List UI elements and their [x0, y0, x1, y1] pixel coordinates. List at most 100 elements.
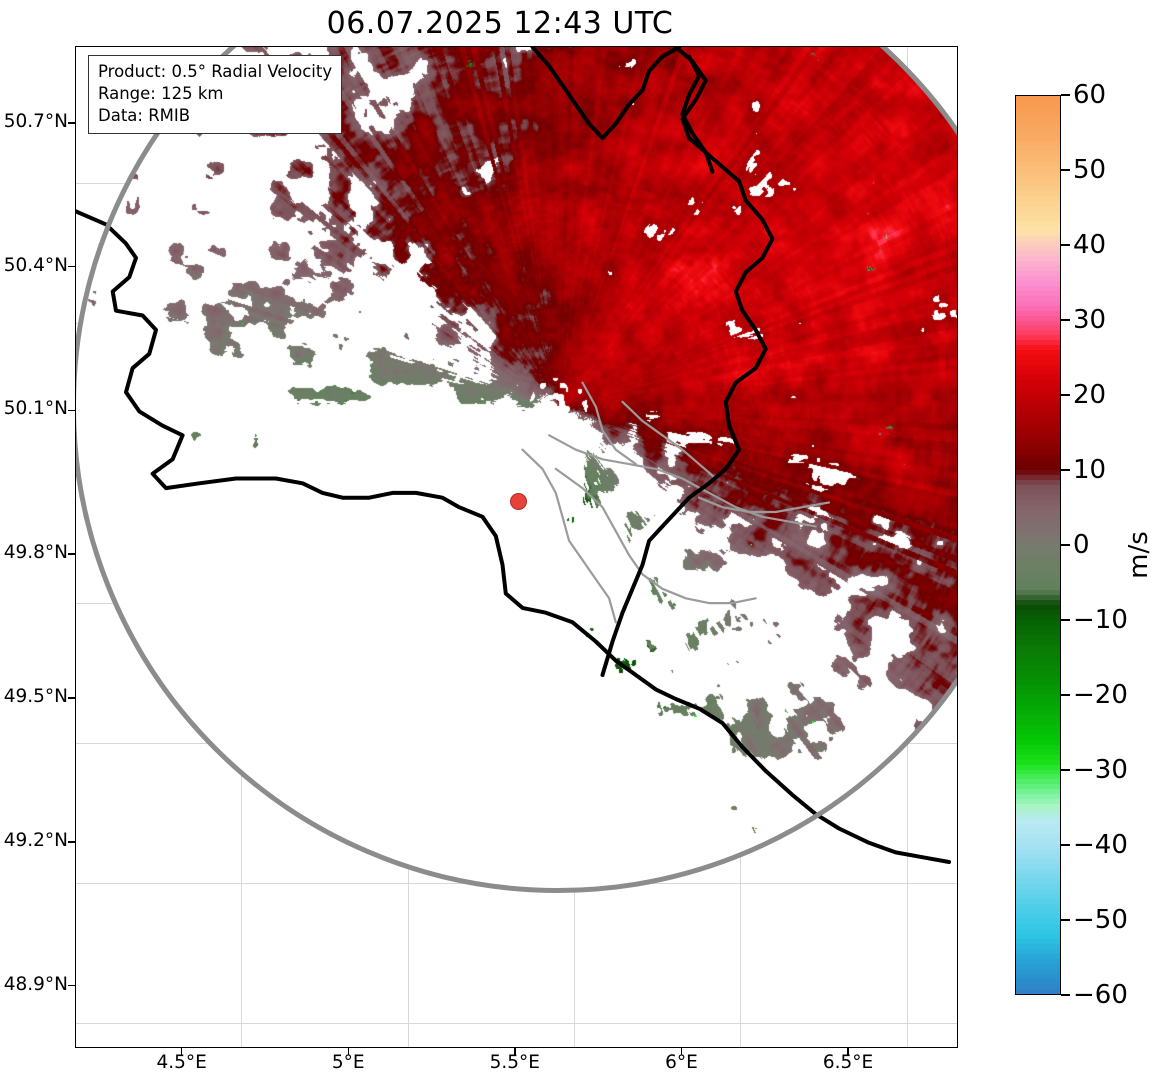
- colorbar-band: [1016, 784, 1060, 791]
- colorbar-band: [1016, 540, 1060, 546]
- colorbar-band: [1016, 574, 1060, 581]
- colorbar-band: [1016, 500, 1060, 506]
- colorbar-band: [1016, 794, 1060, 801]
- colorbar-tick-label: −50: [1073, 905, 1128, 935]
- colorbar-band: [1016, 190, 1060, 197]
- colorbar-band: [1016, 919, 1060, 925]
- colorbar-band: [1016, 240, 1060, 247]
- x-axis-tick-label: 6°E: [665, 1052, 698, 1073]
- colorbar-band: [1016, 989, 1060, 994]
- colorbar-tick-label: 0: [1073, 530, 1090, 560]
- colorbar-band: [1016, 475, 1060, 481]
- colorbar-tick-mark: [1061, 694, 1070, 696]
- colorbar-band: [1016, 969, 1060, 975]
- colorbar-band: [1016, 445, 1060, 451]
- colorbar-band: [1016, 624, 1060, 631]
- colorbar-band: [1016, 520, 1060, 526]
- colorbar-band: [1016, 894, 1060, 900]
- colorbar-band: [1016, 145, 1060, 152]
- colorbar-band: [1016, 629, 1060, 636]
- y-axis-tick-label: 50.1°N: [3, 398, 68, 420]
- colorbar-band: [1016, 425, 1060, 431]
- colorbar-band: [1016, 390, 1060, 397]
- colorbar-band: [1016, 450, 1060, 456]
- colorbar-band: [1016, 430, 1060, 436]
- colorbar-band: [1016, 904, 1060, 910]
- colorbar-band: [1016, 714, 1060, 721]
- colorbar-band: [1016, 664, 1060, 671]
- colorbar-band: [1016, 594, 1060, 601]
- colorbar-band: [1016, 305, 1060, 312]
- y-axis-tick-mark: [68, 122, 75, 124]
- colorbar-band: [1016, 649, 1060, 656]
- colorbar-band: [1016, 889, 1060, 895]
- colorbar-band: [1016, 250, 1060, 257]
- colorbar-band: [1016, 200, 1060, 207]
- colorbar-band: [1016, 599, 1060, 606]
- colorbar-band: [1016, 709, 1060, 716]
- colorbar-band: [1016, 704, 1060, 711]
- colorbar-band: [1016, 120, 1060, 127]
- colorbar-band: [1016, 964, 1060, 970]
- colorbar-band: [1016, 330, 1060, 337]
- y-axis-tick-mark: [68, 409, 75, 412]
- colorbar-band: [1016, 530, 1060, 536]
- colorbar-band: [1016, 360, 1060, 367]
- colorbar-tick-label: 50: [1073, 155, 1107, 185]
- colorbar-band: [1016, 604, 1060, 611]
- colorbar-band: [1016, 510, 1060, 516]
- colorbar-band: [1016, 669, 1060, 676]
- map-plot-area[interactable]: Product: 0.5° Radial Velocity Range: 125…: [75, 46, 958, 1048]
- colorbar-band: [1016, 589, 1060, 596]
- colorbar-band: [1016, 564, 1060, 571]
- colorbar-band: [1016, 440, 1060, 446]
- colorbar-band: [1016, 225, 1060, 232]
- colorbar-tick-mark: [1061, 244, 1070, 246]
- colorbar-band: [1016, 210, 1060, 217]
- colorbar-tick-mark: [1061, 169, 1070, 171]
- colorbar-band: [1016, 100, 1060, 107]
- colorbar-band: [1016, 140, 1060, 147]
- colorbar-band: [1016, 859, 1060, 865]
- colorbar-band: [1016, 275, 1060, 282]
- colorbar-tick-mark: [1061, 919, 1070, 921]
- colorbar-band: [1016, 749, 1060, 756]
- colorbar-band: [1016, 864, 1060, 870]
- colorbar-band: [1016, 165, 1060, 172]
- colorbar-band: [1016, 699, 1060, 706]
- colorbar-band: [1016, 774, 1060, 781]
- x-axis-tick-label: 4.5°E: [156, 1052, 207, 1073]
- colorbar-band: [1016, 495, 1060, 501]
- colorbar-band: [1016, 535, 1060, 541]
- y-axis-tick-label: 50.7°N: [3, 110, 68, 132]
- colorbar-band: [1016, 320, 1060, 327]
- colorbar-band: [1016, 639, 1060, 646]
- colorbar-band: [1016, 335, 1060, 342]
- colorbar-band: [1016, 739, 1060, 746]
- colorbar-band: [1016, 480, 1060, 486]
- x-axis-tick-label: 5°E: [331, 1052, 365, 1073]
- y-axis-tick-mark: [68, 265, 75, 268]
- colorbar-band: [1016, 420, 1060, 426]
- colorbar-band: [1016, 285, 1060, 292]
- colorbar-band: [1016, 854, 1060, 860]
- colorbar-band: [1016, 879, 1060, 885]
- y-axis-tick-mark: [68, 841, 75, 843]
- colorbar-band: [1016, 160, 1060, 167]
- colorbar-band: [1016, 230, 1060, 237]
- colorbar-band: [1016, 584, 1060, 591]
- colorbar-band: [1016, 235, 1060, 242]
- colorbar-band: [1016, 315, 1060, 322]
- radar-echo-field: [76, 47, 957, 893]
- colorbar-band: [1016, 789, 1060, 796]
- colorbar-band: [1016, 719, 1060, 726]
- colorbar-band: [1016, 385, 1060, 392]
- colorbar-band: [1016, 559, 1060, 566]
- colorbar-band: [1016, 105, 1060, 112]
- colorbar-band: [1016, 300, 1060, 307]
- colorbar-gradient: [1016, 96, 1060, 994]
- colorbar-tick-label: −40: [1073, 830, 1128, 860]
- colorbar-band: [1016, 465, 1060, 471]
- colorbar-band: [1016, 340, 1060, 347]
- colorbar-band: [1016, 515, 1060, 521]
